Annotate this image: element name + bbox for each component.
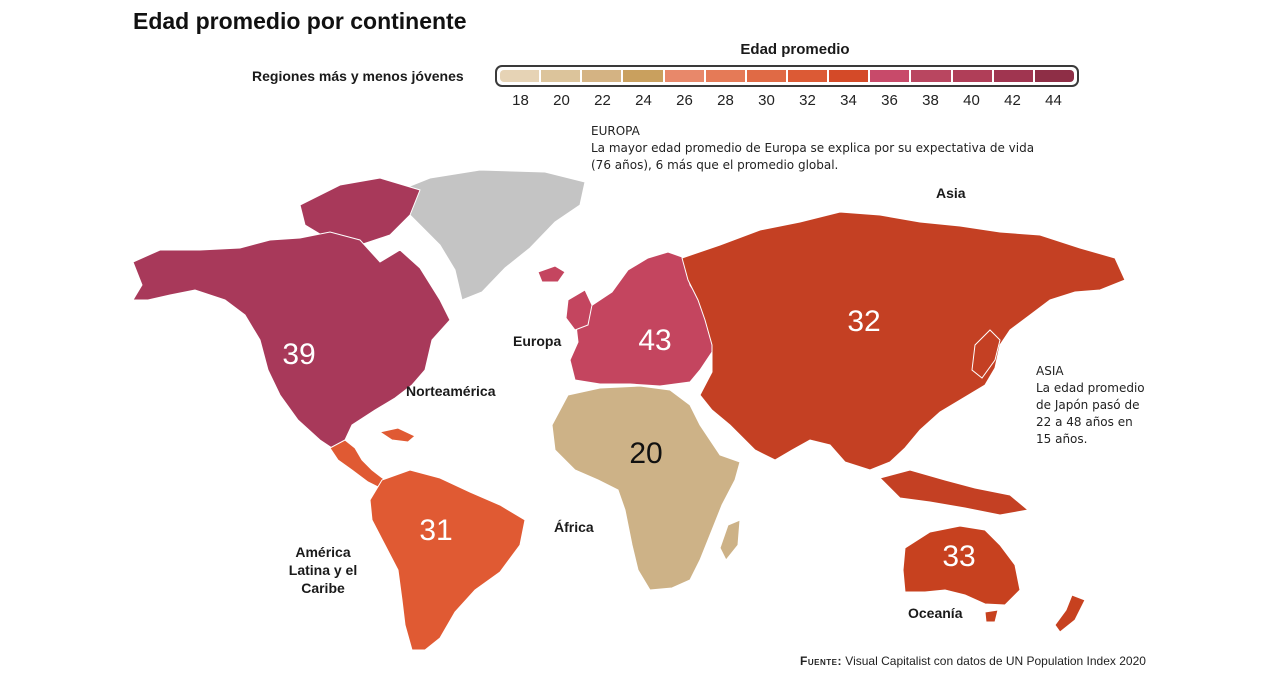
- legend-tick: 20: [553, 92, 570, 109]
- south-america-shape: [369, 469, 526, 651]
- value-asia: 32: [847, 305, 881, 338]
- japan-shape: [971, 329, 1001, 379]
- iceland-shape: [537, 265, 566, 283]
- legend-swatch: [623, 70, 663, 82]
- legend-tick: 44: [1045, 92, 1062, 109]
- asia-note-line: de Japón pasó de: [1036, 398, 1140, 412]
- asia-note-line: La edad promedio: [1036, 381, 1145, 395]
- legend-swatch: [746, 70, 786, 82]
- legend-tick: 40: [963, 92, 980, 109]
- asia-shape: [681, 211, 1126, 471]
- legend-tick: 34: [840, 92, 857, 109]
- source-label: Fuente:: [800, 654, 842, 668]
- label-asia: Asia: [936, 185, 966, 201]
- europa-note-line: La mayor edad promedio de Europa se expl…: [591, 141, 1035, 155]
- legend-tick: 30: [758, 92, 775, 109]
- legend-swatch: [1034, 70, 1074, 82]
- chart-title: Edad promedio por continente: [133, 8, 467, 34]
- caribbean-shape: [378, 427, 416, 443]
- legend-swatch: [500, 70, 540, 82]
- legend-tick: 22: [594, 92, 611, 109]
- central-america-shape: [329, 439, 386, 489]
- tasmania-shape: [984, 609, 999, 623]
- southeast-asia-islands-shape: [879, 469, 1030, 516]
- legend-swatch: [870, 70, 910, 82]
- value-latinoamerica: 31: [419, 514, 453, 547]
- europa-note-line: (76 años), 6 más que el promedio global.: [591, 158, 839, 172]
- africa-shape: [551, 385, 741, 591]
- europa-note: EUROPA La mayor edad promedio de Europa …: [591, 123, 1034, 174]
- legend-swatch: [993, 70, 1033, 82]
- legend-subtitle: Regiones más y menos jóvenes: [252, 68, 464, 84]
- source-note: Fuente: Visual Capitalist con datos de U…: [800, 654, 1146, 668]
- label-latinoamerica-line: América: [295, 544, 351, 560]
- label-norteamerica: Norteamérica: [406, 383, 496, 399]
- legend-swatch: [541, 70, 581, 82]
- legend-tick: 38: [922, 92, 939, 109]
- asia-note-line: 22 a 48 años en: [1036, 415, 1133, 429]
- legend-swatch: [664, 70, 704, 82]
- legend-color-scale: [495, 65, 1079, 87]
- asia-note: ASIA La edad promedio de Japón pasó de 2…: [1036, 363, 1145, 448]
- value-oceania: 33: [942, 540, 976, 573]
- legend-swatch: [911, 70, 951, 82]
- label-latinoamerica-line: Latina y el: [288, 562, 358, 578]
- asia-note-heading: ASIA: [1036, 364, 1064, 378]
- value-europa: 43: [638, 324, 672, 357]
- legend-swatch: [787, 70, 828, 82]
- legend-tick: 32: [799, 92, 816, 109]
- value-africa: 20: [629, 437, 663, 470]
- label-europa: Europa: [513, 333, 562, 349]
- legend-swatch: [582, 70, 622, 82]
- europa-note-heading: EUROPA: [591, 124, 640, 138]
- legend-tick: 28: [717, 92, 734, 109]
- legend-tick: 24: [635, 92, 652, 109]
- australia-shape: [902, 525, 1021, 606]
- north-america-islands-shape: [299, 177, 421, 246]
- legend-tick: 36: [881, 92, 898, 109]
- legend-title: Edad promedio: [740, 41, 850, 58]
- label-oceania: Oceanía: [908, 605, 963, 621]
- asia-note-line: 15 años.: [1036, 432, 1088, 446]
- legend-swatch: [952, 70, 992, 82]
- legend-tick: 18: [512, 92, 529, 109]
- north-america-shape: [132, 231, 451, 451]
- new-zealand-shape: [1054, 594, 1086, 633]
- label-latinoamerica-line: Caribe: [301, 580, 345, 596]
- uk-shape: [565, 289, 593, 331]
- source-text: Visual Capitalist con datos de UN Popula…: [845, 654, 1146, 668]
- label-africa: África: [554, 519, 594, 535]
- legend-tick: 26: [676, 92, 693, 109]
- madagascar-shape: [719, 519, 741, 561]
- label-latinoamerica: América Latina y el Caribe: [283, 543, 363, 597]
- legend-swatch: [705, 70, 745, 82]
- value-norteamerica: 39: [282, 338, 316, 371]
- legend-tick: 42: [1004, 92, 1021, 109]
- legend-swatch: [829, 70, 869, 82]
